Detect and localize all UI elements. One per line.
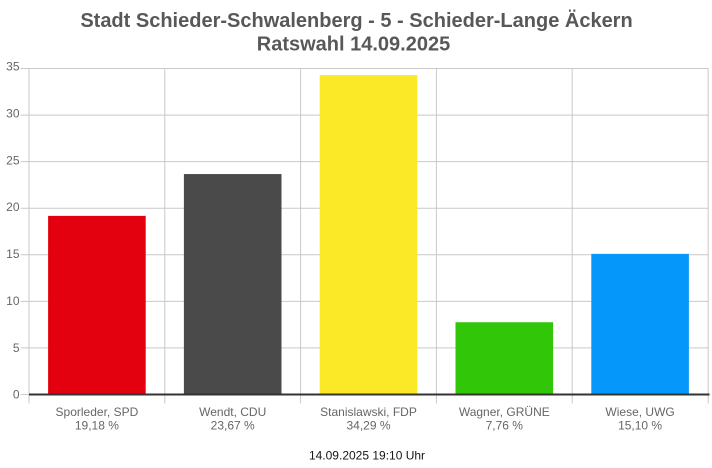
svg-text:20: 20	[6, 200, 20, 214]
svg-text:23,67 %: 23,67 %	[211, 418, 255, 432]
svg-text:10: 10	[6, 294, 20, 308]
svg-text:Wendt, CDU: Wendt, CDU	[199, 405, 266, 419]
svg-text:Wiese, UWG: Wiese, UWG	[605, 405, 674, 419]
svg-text:14.09.2025 19:10 Uhr: 14.09.2025 19:10 Uhr	[309, 449, 425, 463]
svg-text:Wagner, GRÜNE: Wagner, GRÜNE	[459, 405, 550, 419]
svg-text:Ratswahl 14.09.2025: Ratswahl 14.09.2025	[257, 34, 450, 56]
svg-text:7,76 %: 7,76 %	[486, 418, 524, 432]
svg-text:Sporleder, SPD: Sporleder, SPD	[56, 405, 139, 419]
svg-text:5: 5	[13, 341, 20, 355]
svg-text:34,29 %: 34,29 %	[346, 418, 390, 432]
svg-text:Stadt Schieder-Schwalenberg -: Stadt Schieder-Schwalenberg - 5 - Schied…	[80, 9, 632, 32]
svg-text:0: 0	[13, 388, 20, 402]
svg-text:15: 15	[6, 247, 20, 261]
svg-text:Stanislawski, FDP: Stanislawski, FDP	[320, 405, 417, 419]
svg-text:15,10 %: 15,10 %	[618, 418, 662, 432]
svg-text:35: 35	[6, 60, 20, 74]
svg-text:30: 30	[6, 106, 20, 120]
svg-text:19,18 %: 19,18 %	[75, 418, 119, 432]
svg-text:25: 25	[6, 153, 20, 167]
